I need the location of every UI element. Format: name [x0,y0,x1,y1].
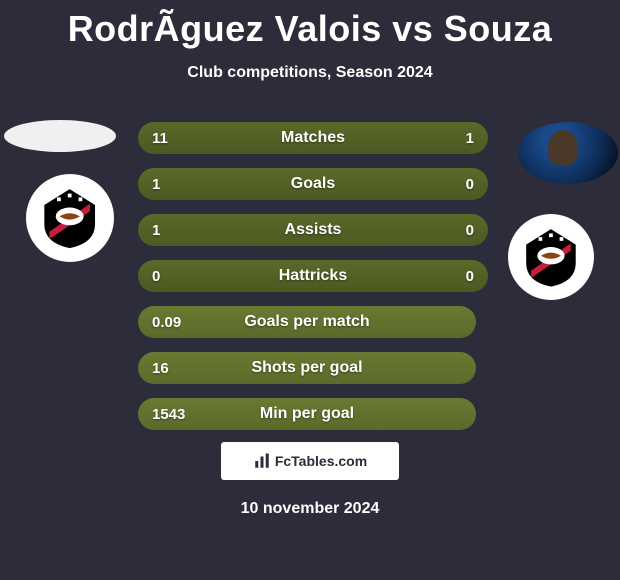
stat-label: Min per goal [260,405,354,423]
stat-left-value: 0.09 [152,314,181,331]
stat-right-value: 1 [466,130,474,147]
subtitle: Club competitions, Season 2024 [0,64,620,82]
stat-label: Goals [291,175,335,193]
stat-label: Goals per match [244,313,369,331]
stat-label: Assists [285,221,342,239]
player-right-avatar [518,122,618,184]
stat-left-value: 1543 [152,406,185,423]
stat-left-value: 16 [152,360,169,377]
stat-row-goals-per-match: 0.09 Goals per match [138,306,476,338]
page-title: RodrÃ­guez Valois vs Souza [0,0,620,50]
stat-left-value: 0 [152,268,160,285]
stat-row-min-per-goal: 1543 Min per goal [138,398,476,430]
stat-label: Shots per goal [251,359,362,377]
vasco-crest-icon [520,226,582,288]
stat-label: Hattricks [279,267,347,285]
stat-row-matches: 11 Matches 1 [138,122,488,154]
player-left-avatar [4,120,116,152]
stat-left-value: 11 [152,130,168,147]
stat-label: Matches [281,129,345,147]
stat-row-shots-per-goal: 16 Shots per goal [138,352,476,384]
stat-right-value: 0 [466,222,474,239]
club-crest-left [26,174,114,262]
brand-text: FcTables.com [275,453,367,469]
stat-row-goals: 1 Goals 0 [138,168,488,200]
bar-chart-icon [253,452,271,470]
brand-badge: FcTables.com [221,442,399,480]
stats-bars: 11 Matches 1 1 Goals 0 1 Assists 0 0 Hat… [138,122,488,444]
stat-left-value: 1 [152,176,160,193]
footer-date: 10 november 2024 [241,500,380,518]
vasco-crest-icon [38,186,101,249]
stat-right-value: 0 [466,176,474,193]
stat-right-value: 0 [466,268,474,285]
stat-row-hattricks: 0 Hattricks 0 [138,260,488,292]
stat-row-assists: 1 Assists 0 [138,214,488,246]
stat-left-value: 1 [152,222,160,239]
club-crest-right [508,214,594,300]
